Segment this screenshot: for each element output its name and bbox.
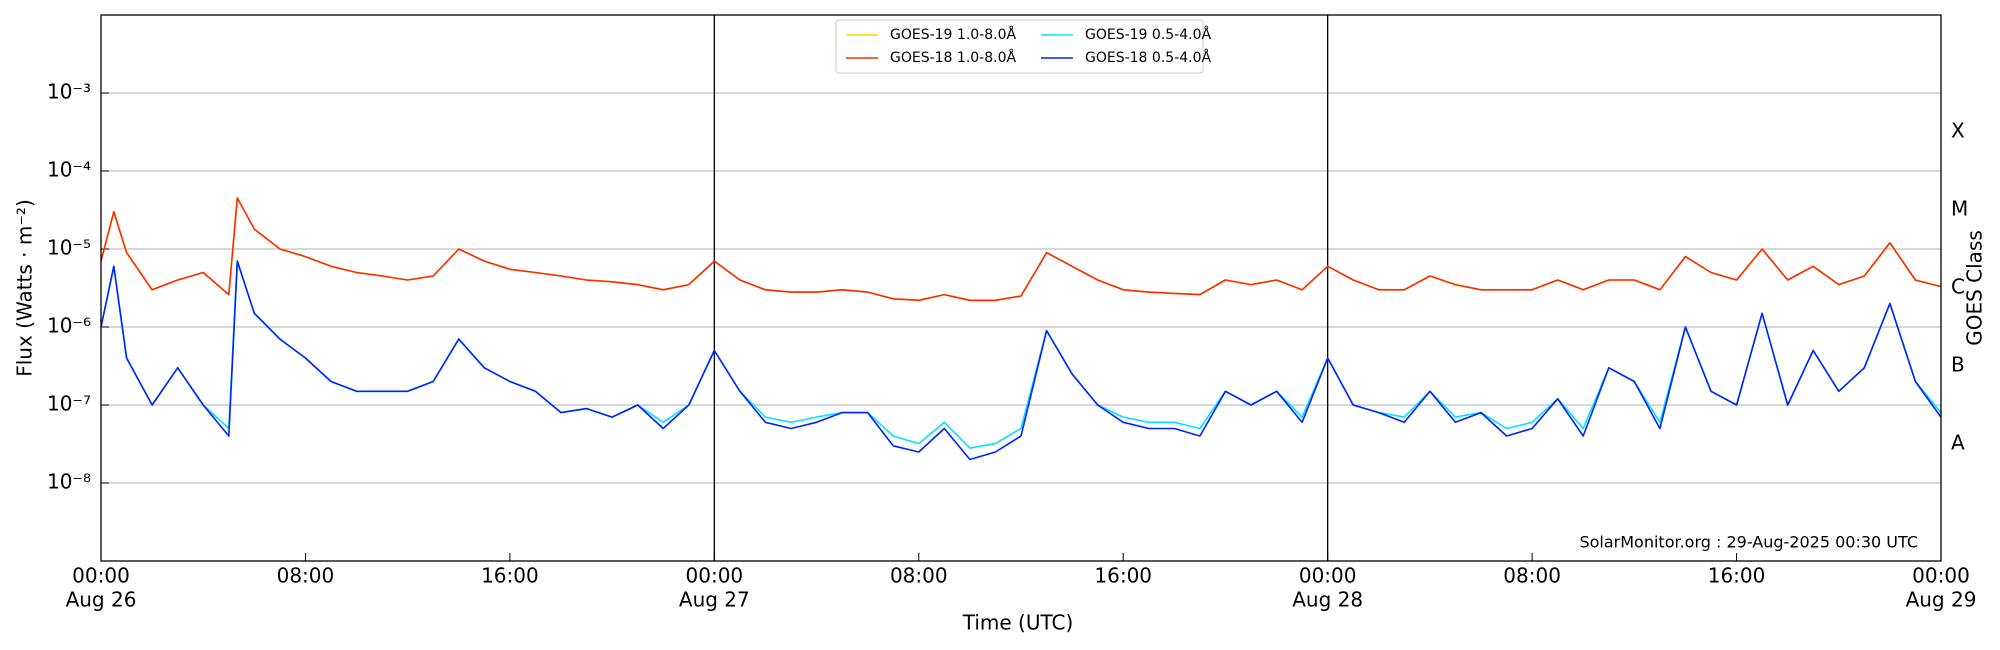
y-tick-label: 10⁻⁶ bbox=[47, 314, 91, 338]
annotation: SolarMonitor.org : 29-Aug-2025 00:30 UTC bbox=[1579, 533, 1918, 552]
x-tick-label: 16:00 bbox=[1708, 564, 1766, 588]
x-axis-label: Time (UTC) bbox=[962, 611, 1074, 635]
x-tick-date: Aug 28 bbox=[1292, 588, 1363, 612]
class-label: C bbox=[1951, 275, 1965, 299]
y-tick-label: 10⁻⁸ bbox=[47, 470, 91, 494]
series-line bbox=[100, 197, 1942, 302]
class-label: X bbox=[1951, 119, 1965, 143]
class-label: M bbox=[1951, 197, 1968, 221]
y-tick-label: 10⁻⁴ bbox=[47, 158, 91, 182]
x-tick-label: 08:00 bbox=[277, 564, 335, 588]
legend-box bbox=[835, 19, 1204, 74]
x-tick-label: 00:00 bbox=[1912, 564, 1970, 588]
series-line bbox=[100, 260, 1942, 449]
legend-label: GOES-19 1.0-8.0Å bbox=[890, 26, 1016, 43]
plot-frame bbox=[100, 14, 1942, 562]
x-tick-date: Aug 29 bbox=[1906, 588, 1977, 612]
x-tick-label: 16:00 bbox=[1094, 564, 1152, 588]
y-axis-label: Flux (Watts · m⁻²) bbox=[13, 199, 37, 377]
x-tick-label: 08:00 bbox=[1503, 564, 1561, 588]
y-tick-label: 10⁻⁷ bbox=[47, 392, 91, 416]
x-tick-label: 00:00 bbox=[1299, 564, 1357, 588]
y2-axis-label: GOES Class bbox=[1963, 230, 1987, 346]
y-tick-label: 10⁻³ bbox=[47, 80, 91, 104]
x-tick-label: 16:00 bbox=[481, 564, 539, 588]
x-tick-date: Aug 26 bbox=[66, 588, 137, 612]
x-tick-date: Aug 27 bbox=[679, 588, 750, 612]
legend-label: GOES-18 1.0-8.0Å bbox=[890, 49, 1016, 66]
legend-label: GOES-18 0.5-4.0Å bbox=[1085, 49, 1211, 66]
x-tick-label: 00:00 bbox=[72, 564, 130, 588]
legend-label: GOES-19 0.5-4.0Å bbox=[1085, 26, 1211, 43]
class-label: B bbox=[1951, 353, 1965, 377]
x-tick-label: 08:00 bbox=[890, 564, 948, 588]
x-tick-label: 00:00 bbox=[686, 564, 744, 588]
class-label: A bbox=[1951, 431, 1965, 455]
y-tick-label: 10⁻⁵ bbox=[47, 236, 91, 260]
series-line bbox=[100, 260, 1942, 461]
